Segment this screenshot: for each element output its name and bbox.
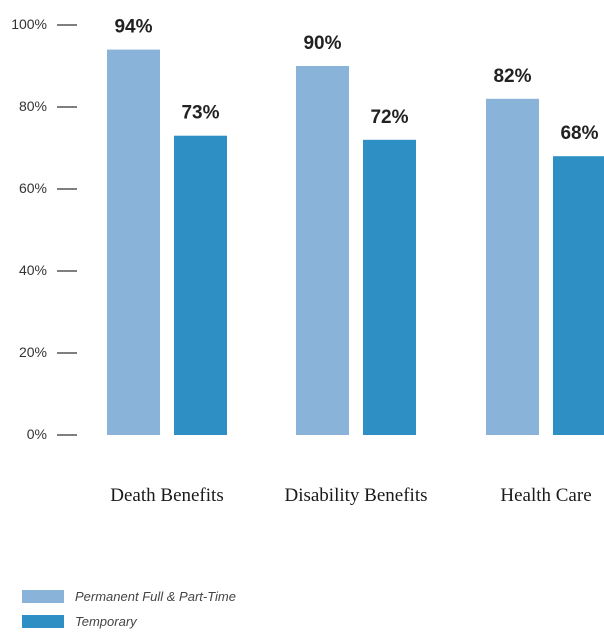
legend-item-permanent: Permanent Full & Part-Time: [22, 587, 236, 605]
y-tick-label: 20%: [19, 344, 47, 360]
legend-swatch-temporary: [22, 615, 64, 628]
bar-temporary: [553, 156, 604, 435]
bar-temporary: [174, 136, 227, 435]
category-labels: Death Benefits Disability Benefits Health …: [110, 485, 591, 506]
y-axis: 0% 20% 40% 60% 80% 100%: [11, 16, 77, 442]
y-tick-label: 0%: [27, 426, 47, 442]
legend-label-permanent: Permanent Full & Part-Time: [75, 589, 236, 604]
bar-value-label: 72%: [370, 107, 408, 128]
y-tick-label: 100%: [11, 16, 47, 32]
bar-permanent: [107, 50, 160, 435]
bar-value-label: 90%: [303, 33, 341, 54]
bar-value-label: 94%: [114, 17, 152, 38]
category-label: Death Benefits: [110, 485, 223, 506]
legend-label-temporary: Temporary: [75, 614, 137, 629]
y-tick-label: 80%: [19, 98, 47, 114]
category-label: Disability Benefits: [284, 485, 427, 506]
category-label: Health Care: [500, 485, 591, 506]
bar-value-label: 73%: [181, 103, 219, 124]
bar-temporary: [363, 140, 416, 435]
bar-permanent: [486, 99, 539, 435]
legend-item-temporary: Temporary: [22, 612, 236, 630]
bar-value-label: 82%: [493, 66, 531, 87]
y-tick-label: 40%: [19, 262, 47, 278]
legend-swatch-permanent: [22, 590, 64, 603]
legend: Permanent Full & Part-Time Temporary: [22, 587, 236, 637]
bar-value-label: 68%: [560, 123, 598, 144]
y-tick-label: 60%: [19, 180, 47, 196]
bar-permanent: [296, 66, 349, 435]
